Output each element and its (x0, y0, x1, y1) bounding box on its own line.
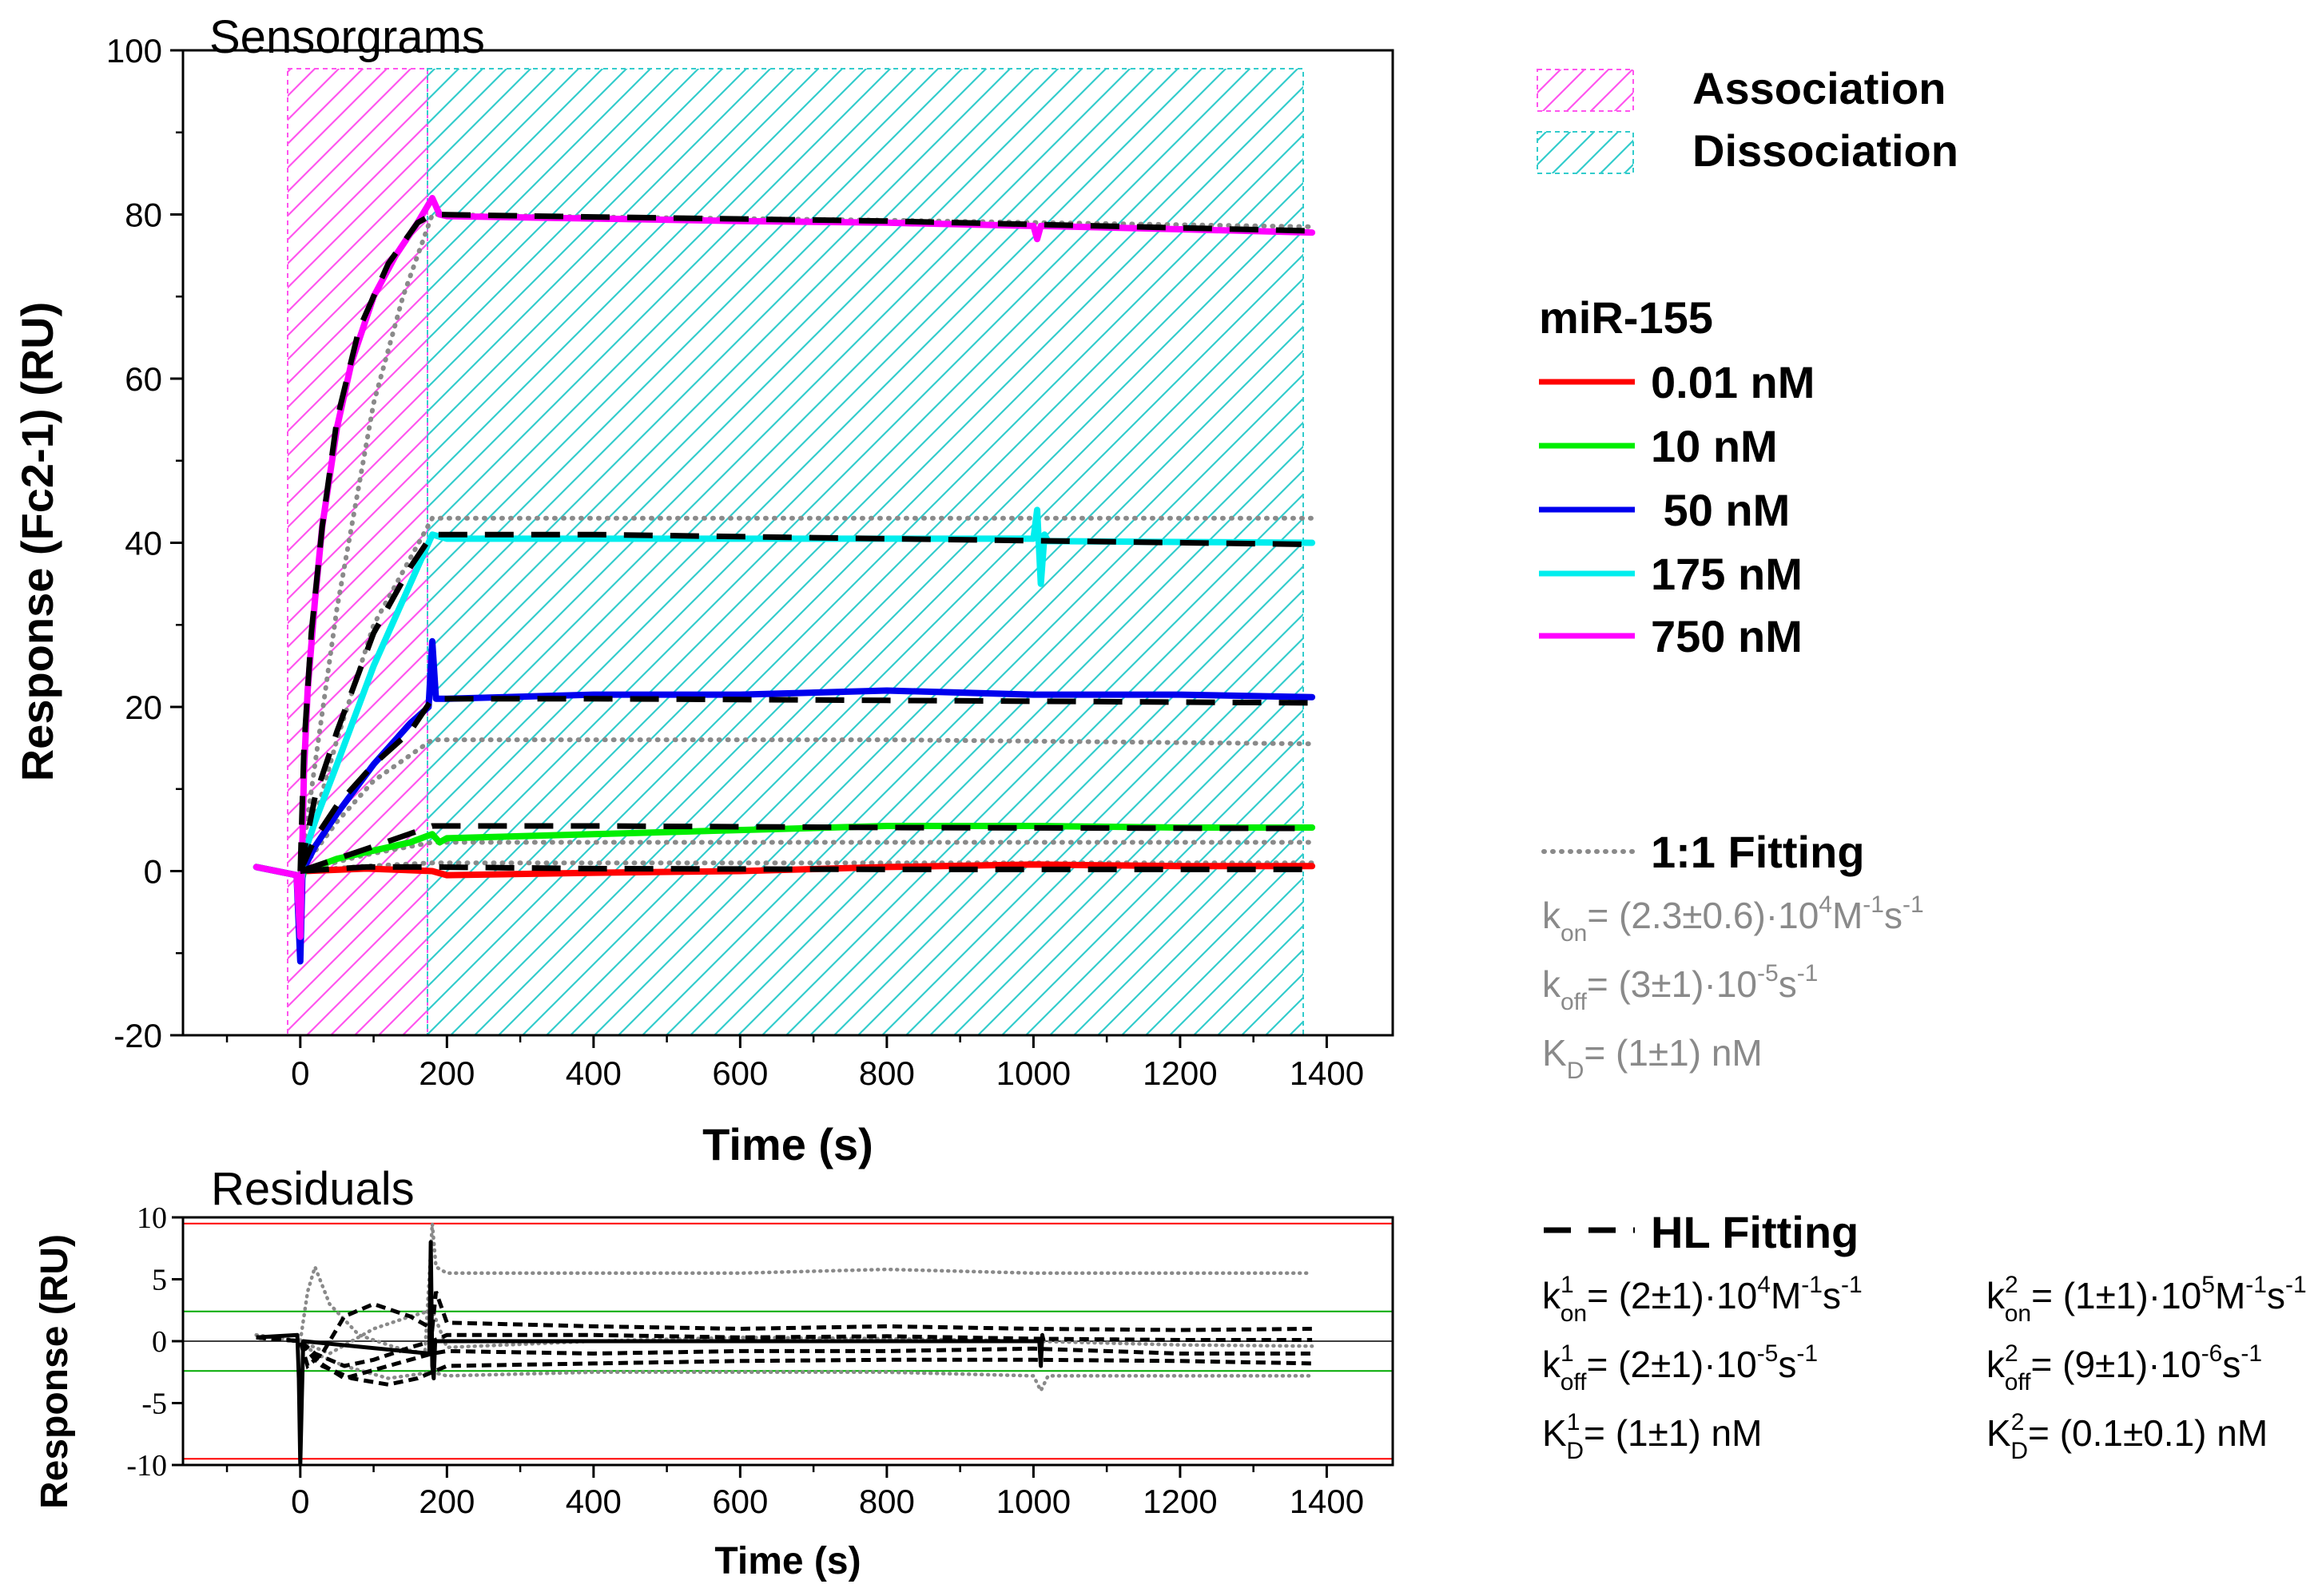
fit11-curve-4 (297, 515, 1315, 874)
legend-label-175nM: 175 nM (1651, 549, 1803, 599)
res-y-tick-label: -5 (141, 1388, 167, 1421)
main-x-axis-label: Time (s) (702, 1119, 873, 1169)
residuals-title: Residuals (211, 1163, 415, 1215)
main-y-tick-label: -20 (113, 1017, 162, 1054)
fit11-label: 1:1 Fitting (1651, 827, 1865, 877)
fitHL-kon1: k1 on= (2±1)·104M-1s-1 (1542, 1272, 1863, 1327)
main-y-tick-label: 80 (125, 197, 162, 234)
main-y-tick-label: 0 (144, 853, 162, 891)
fitHL-curve-1 (300, 864, 1313, 874)
main-y-axis-label: Response (Fc2-1) (RU) (12, 302, 62, 782)
residual-hl-residual-1 (256, 1291, 1313, 1370)
series-legend: miR-155 0.01 nM 10 nM 50 nM 175 nM 750 n… (1539, 292, 1815, 661)
residual-hl-residual-2 (256, 1332, 1313, 1368)
main-x-tick-label: 1400 (1290, 1054, 1364, 1092)
fitHL-curve-5 (297, 211, 1313, 871)
fitHL-kd1: K1 D= (1±1) nM (1542, 1409, 1762, 1464)
res-x-tick-label: 600 (712, 1483, 768, 1520)
residual-1-1-residual-low (254, 1333, 1314, 1396)
main-y-tick-label: 40 (125, 525, 162, 562)
res-y-tick-label: 0 (152, 1325, 167, 1359)
fit11-legend: 1:1 Fitting kon= (2.3±0.6)·104M-1s-1 kof… (1541, 827, 1924, 1084)
main-y-tick-label: 20 (125, 689, 162, 726)
fitHL-koff1: k1 off= (2±1)·10-5s-1 (1542, 1340, 1818, 1396)
res-y-tick-label: 5 (152, 1264, 167, 1297)
fitHL-label: HL Fitting (1651, 1207, 1859, 1257)
res-y-tick-label: -10 (126, 1449, 167, 1483)
main-x-tick-label: 1200 (1143, 1054, 1217, 1092)
legend-dissociation-label: Dissociation (1692, 125, 1958, 176)
res-x-tick-label: 400 (566, 1483, 622, 1520)
main-title: Sensorgrams (209, 11, 485, 63)
res-y-tick-label: 10 (137, 1201, 167, 1235)
association-region (287, 68, 428, 1036)
main-y-tick-label: 60 (125, 360, 162, 398)
main-y-tick-label: 100 (106, 32, 162, 69)
residual-hl-spikes (256, 1240, 1046, 1465)
res-x-tick-label: 1200 (1143, 1483, 1217, 1520)
legend-dissociation-swatch (1537, 131, 1634, 174)
fit11-curve-3 (297, 737, 1315, 874)
fitHL-curve-2 (299, 823, 1313, 874)
res-x-tick-label: 800 (859, 1483, 915, 1520)
residuals-y-axis-label: Response (RU) (34, 1234, 76, 1509)
res-x-tick-label: 200 (419, 1483, 475, 1520)
residuals-x-axis-label: Time (s) (714, 1540, 861, 1582)
fit11-kd: KD= (1±1) nM (1542, 1032, 1763, 1084)
fitHL-kd2: K2 D= (0.1±0.1) nM (1986, 1409, 2268, 1464)
fitHL-kon2: k2 on= (1±1)·105M-1s-1 (1986, 1272, 2307, 1327)
res-x-tick-label: 1400 (1290, 1483, 1364, 1520)
res-x-tick-label: 0 (291, 1483, 309, 1520)
fitHL-curve-3 (297, 696, 1313, 872)
region-legend: Association Dissociation (1537, 63, 1958, 176)
main-x-tick-label: 800 (859, 1054, 915, 1092)
residuals-panel: 0 200 400 600 800 1000 1200 1400 -10 -5 0 5 10 Resid… (34, 1163, 1394, 1582)
main-x-tick-label: 0 (291, 1054, 309, 1092)
res-x-tick-label: 1000 (996, 1483, 1071, 1520)
fit11-kon: kon= (2.3±0.6)·104M-1s-1 (1542, 891, 1924, 947)
legend-label-50nM: 50 nM (1651, 485, 1790, 535)
fit11-koff: koff= (3±1)·10-5s-1 (1542, 960, 1818, 1015)
main-x-tick-label: 400 (566, 1054, 622, 1092)
fitHL-legend: HL Fitting k1 on= (2±1)·104M-1s-1 k1 off= … (1542, 1207, 2307, 1464)
fit11-curve-2 (297, 840, 1315, 874)
legend-series-title: miR-155 (1539, 292, 1713, 343)
main-x-tick-label: 1000 (996, 1054, 1071, 1092)
legend-label-0-01nM: 0.01 nM (1651, 357, 1815, 407)
legend-label-750nM: 750 nM (1651, 611, 1803, 661)
residual-hl-residual-4 (256, 1335, 1313, 1387)
legend-association-swatch (1537, 69, 1634, 112)
main-panel: 0 200 400 600 800 1000 1200 1400 -20 0 20 40 60 80 100… (12, 11, 1394, 1169)
fitHL-koff2: k2 off= (9±1)·10-6s-1 (1986, 1340, 2262, 1396)
residual-1-1-residual-mid (254, 1308, 1314, 1356)
fitHL-curve-4 (297, 531, 1313, 872)
main-x-tick-label: 600 (712, 1054, 768, 1092)
legend-label-10nM: 10 nM (1651, 421, 1778, 471)
main-x-tick-label: 200 (419, 1054, 475, 1092)
residual-1-1-residual-high (254, 1223, 1314, 1356)
legend-association-label: Association (1692, 63, 1946, 113)
